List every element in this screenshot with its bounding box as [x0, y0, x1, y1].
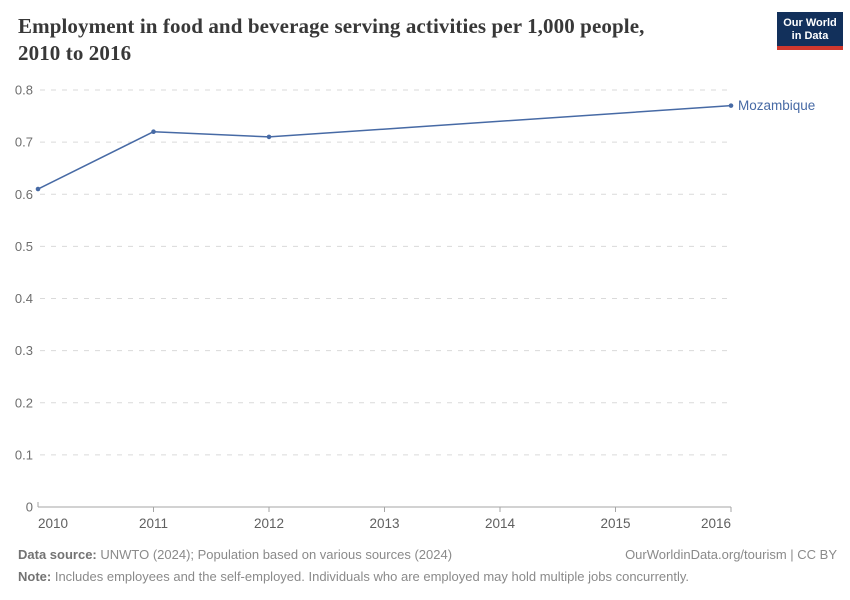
data-point-2016[interactable] — [728, 103, 734, 108]
y-axis-tick-label: 0.6 — [15, 187, 33, 202]
y-axis-tick-label: 0.3 — [15, 343, 33, 358]
y-axis-tick-label: 0.2 — [15, 395, 33, 410]
credit-link[interactable]: OurWorldinData.org/tourism | CC BY — [625, 547, 837, 562]
y-axis-tick-label: 0.1 — [15, 447, 33, 462]
y-axis-tick-label: 0.4 — [15, 291, 33, 306]
x-axis-tick-label: 2010 — [38, 516, 68, 531]
y-axis-tick-label: 0.7 — [15, 135, 33, 150]
x-axis-tick-label: 2016 — [701, 516, 731, 531]
footer-row-note: Note: Includes employees and the self-em… — [18, 569, 837, 585]
note-text: Note: Includes employees and the self-em… — [18, 569, 690, 584]
datasource-text: Data source: UNWTO (2024); Population ba… — [18, 547, 453, 562]
owid-logo[interactable]: Our World in Data — [777, 12, 843, 50]
owid-logo-line2: in Data — [791, 30, 829, 42]
chart-footer: Data source: UNWTO (2024); Population ba… — [18, 547, 837, 585]
series-label-mozambique[interactable]: Mozambique — [738, 98, 815, 113]
datasource-label: Data source: — [18, 547, 97, 562]
y-axis-tick-label: 0.5 — [15, 239, 33, 254]
footer-row-datasource: Data source: UNWTO (2024); Population ba… — [18, 547, 837, 563]
x-axis-tick-label: 2012 — [254, 516, 284, 531]
data-point-2010[interactable] — [35, 186, 41, 192]
x-axis-tick-label: 2011 — [139, 516, 168, 531]
note-label: Note: — [18, 569, 52, 584]
data-point-2011[interactable] — [151, 129, 156, 134]
owid-logo-line1: Our World — [783, 17, 837, 29]
data-point-2012[interactable] — [266, 134, 272, 140]
chart-title-line2: 2010 to 2016 — [18, 41, 132, 65]
series-line-mozambique[interactable] — [37, 104, 732, 190]
chart-title: Employment in food and beverage serving … — [18, 13, 758, 67]
x-axis-tick-label: 2015 — [600, 516, 630, 531]
x-axis-tick-label: 2013 — [369, 516, 399, 531]
x-axis-tick-label: 2014 — [485, 516, 516, 531]
y-axis-tick-label: 0.8 — [15, 83, 33, 98]
y-axis-tick-label: 0 — [26, 500, 33, 515]
chart-title-line1: Employment in food and beverage serving … — [18, 14, 645, 38]
chart-canvas: 0 0.1 0.2 0.3 0.4 0.5 0.6 0.7 0.8 2010 2011 2012 201… — [15, 83, 815, 532]
